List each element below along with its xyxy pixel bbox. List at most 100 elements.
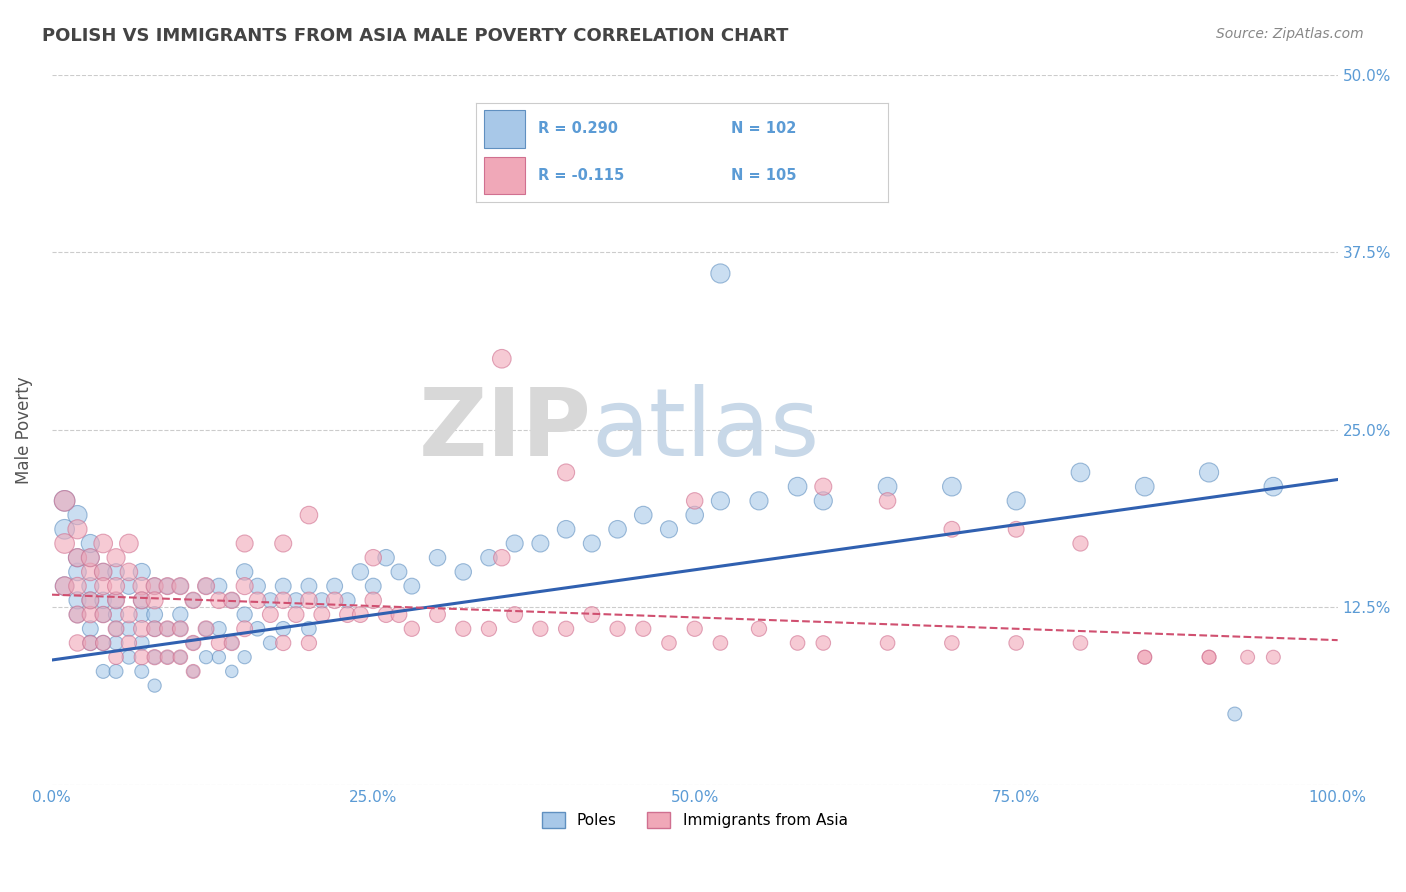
Point	[813, 480, 835, 494]
Point	[91, 579, 114, 593]
Point	[1263, 480, 1285, 494]
Point	[786, 636, 808, 650]
Point	[53, 522, 76, 536]
Point	[66, 550, 89, 565]
Point	[181, 636, 204, 650]
Point	[143, 579, 166, 593]
Point	[683, 622, 706, 636]
Point	[181, 665, 204, 679]
Point	[426, 550, 449, 565]
Point	[66, 579, 89, 593]
Point	[633, 508, 655, 522]
Point	[91, 636, 114, 650]
Point	[156, 622, 179, 636]
Point	[105, 593, 128, 607]
Point	[208, 636, 231, 650]
Point	[941, 636, 963, 650]
Point	[233, 607, 256, 622]
Point	[259, 607, 281, 622]
Point	[105, 593, 128, 607]
Point	[388, 565, 411, 579]
Point	[349, 565, 371, 579]
Point	[259, 636, 281, 650]
Point	[748, 622, 770, 636]
Point	[143, 622, 166, 636]
Point	[105, 636, 128, 650]
Point	[633, 622, 655, 636]
Point	[221, 593, 243, 607]
Point	[233, 536, 256, 550]
Point	[941, 480, 963, 494]
Point	[156, 579, 179, 593]
Point	[131, 622, 153, 636]
Point	[246, 593, 269, 607]
Point	[271, 622, 294, 636]
Point	[1133, 650, 1156, 665]
Point	[271, 579, 294, 593]
Point	[66, 607, 89, 622]
Point	[1069, 636, 1091, 650]
Point	[169, 622, 191, 636]
Point	[298, 593, 321, 607]
Point	[451, 565, 474, 579]
Point	[143, 622, 166, 636]
Point	[91, 565, 114, 579]
Point	[876, 636, 898, 650]
Point	[105, 565, 128, 579]
Point	[169, 579, 191, 593]
Point	[401, 622, 423, 636]
Text: POLISH VS IMMIGRANTS FROM ASIA MALE POVERTY CORRELATION CHART: POLISH VS IMMIGRANTS FROM ASIA MALE POVE…	[42, 27, 789, 45]
Text: atlas: atlas	[592, 384, 820, 475]
Legend: Poles, Immigrants from Asia: Poles, Immigrants from Asia	[536, 806, 853, 834]
Point	[555, 466, 578, 480]
Point	[555, 522, 578, 536]
Point	[208, 622, 231, 636]
Point	[66, 636, 89, 650]
Point	[53, 579, 76, 593]
Point	[131, 607, 153, 622]
Point	[181, 593, 204, 607]
Point	[131, 665, 153, 679]
Point	[285, 593, 308, 607]
Point	[1236, 650, 1258, 665]
Point	[79, 593, 101, 607]
Point	[233, 650, 256, 665]
Point	[311, 593, 333, 607]
Point	[143, 650, 166, 665]
Point	[169, 579, 191, 593]
Point	[118, 565, 141, 579]
Point	[259, 593, 281, 607]
Point	[1263, 650, 1285, 665]
Point	[298, 579, 321, 593]
Point	[246, 622, 269, 636]
Point	[156, 650, 179, 665]
Text: ZIP: ZIP	[419, 384, 592, 475]
Point	[529, 536, 551, 550]
Point	[105, 665, 128, 679]
Point	[66, 522, 89, 536]
Point	[169, 650, 191, 665]
Point	[91, 665, 114, 679]
Point	[478, 550, 501, 565]
Point	[581, 607, 603, 622]
Point	[91, 607, 114, 622]
Point	[658, 636, 681, 650]
Point	[143, 607, 166, 622]
Point	[221, 636, 243, 650]
Point	[181, 665, 204, 679]
Y-axis label: Male Poverty: Male Poverty	[15, 376, 32, 483]
Point	[1198, 650, 1220, 665]
Point	[503, 536, 526, 550]
Point	[91, 593, 114, 607]
Point	[156, 579, 179, 593]
Point	[491, 351, 513, 366]
Point	[79, 607, 101, 622]
Point	[555, 622, 578, 636]
Point	[79, 636, 101, 650]
Point	[1133, 650, 1156, 665]
Point	[105, 579, 128, 593]
Point	[246, 579, 269, 593]
Point	[181, 593, 204, 607]
Point	[221, 636, 243, 650]
Point	[1223, 706, 1246, 721]
